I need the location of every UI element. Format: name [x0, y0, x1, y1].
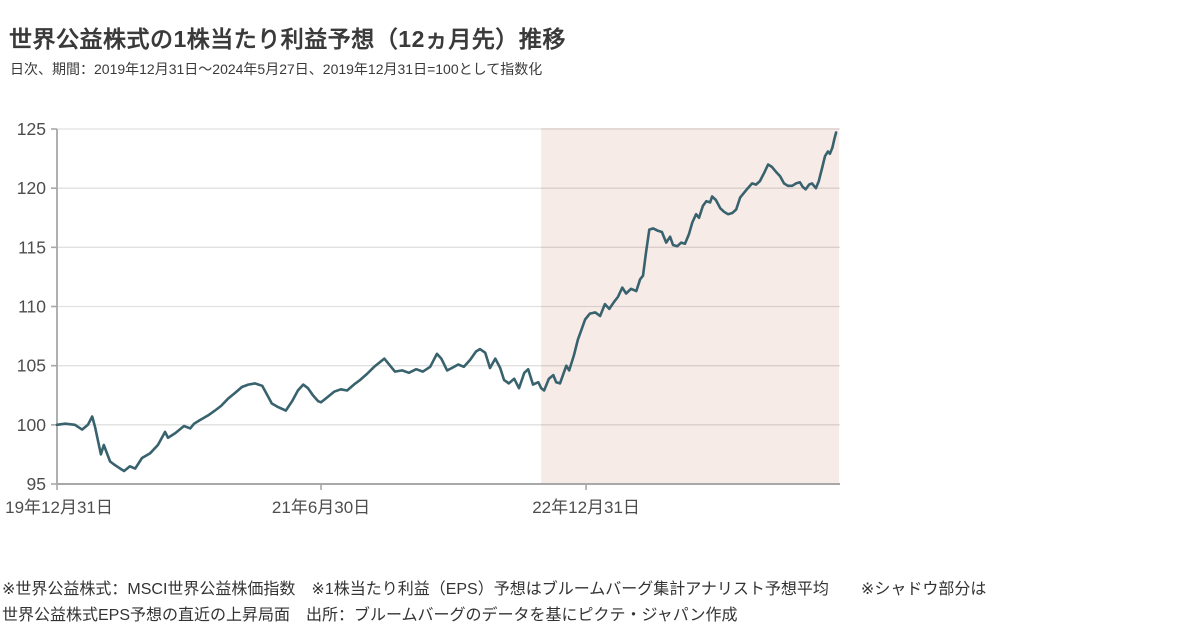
y-axis [51, 128, 58, 485]
footnote-block: ※世界公益株式：MSCI世界公益株価指数 ※1株当たり利益（EPS）予想はブルー… [2, 577, 1198, 629]
svg-text:105: 105 [17, 356, 46, 376]
y-axis-labels: 95 100 105 110 115 120 125 [17, 119, 46, 494]
svg-text:22年12月31日: 22年12月31日 [532, 498, 640, 517]
svg-text:100: 100 [17, 415, 46, 435]
chart-title: 世界公益株式の1株当たり利益予想（12ヵ月先）推移 [9, 26, 566, 52]
svg-text:120: 120 [17, 178, 46, 198]
x-axis [56, 483, 840, 490]
svg-text:19年12月31日: 19年12月31日 [5, 498, 113, 517]
eps-forecast-line [55, 131, 838, 473]
svg-text:125: 125 [17, 119, 46, 139]
grid-lines [57, 128, 840, 426]
svg-text:115: 115 [18, 237, 46, 257]
svg-text:110: 110 [18, 297, 46, 317]
footnote-line-1: ※世界公益株式：MSCI世界公益株価指数 ※1株当たり利益（EPS）予想はブルー… [2, 581, 987, 598]
svg-text:95: 95 [27, 474, 46, 494]
x-axis-labels: 19年12月31日 21年6月30日 22年12月31日 [5, 498, 640, 517]
footnote-line-2: 世界公益株式EPS予想の直近の上昇局面 出所：ブルームバーグのデータを基にピクテ… [2, 607, 738, 624]
shading-region [541, 128, 840, 484]
chart-subtitle: 日次、期間：2019年12月31日～2024年5月27日、2019年12月31日… [10, 61, 543, 77]
svg-text:21年6月30日: 21年6月30日 [272, 498, 370, 517]
